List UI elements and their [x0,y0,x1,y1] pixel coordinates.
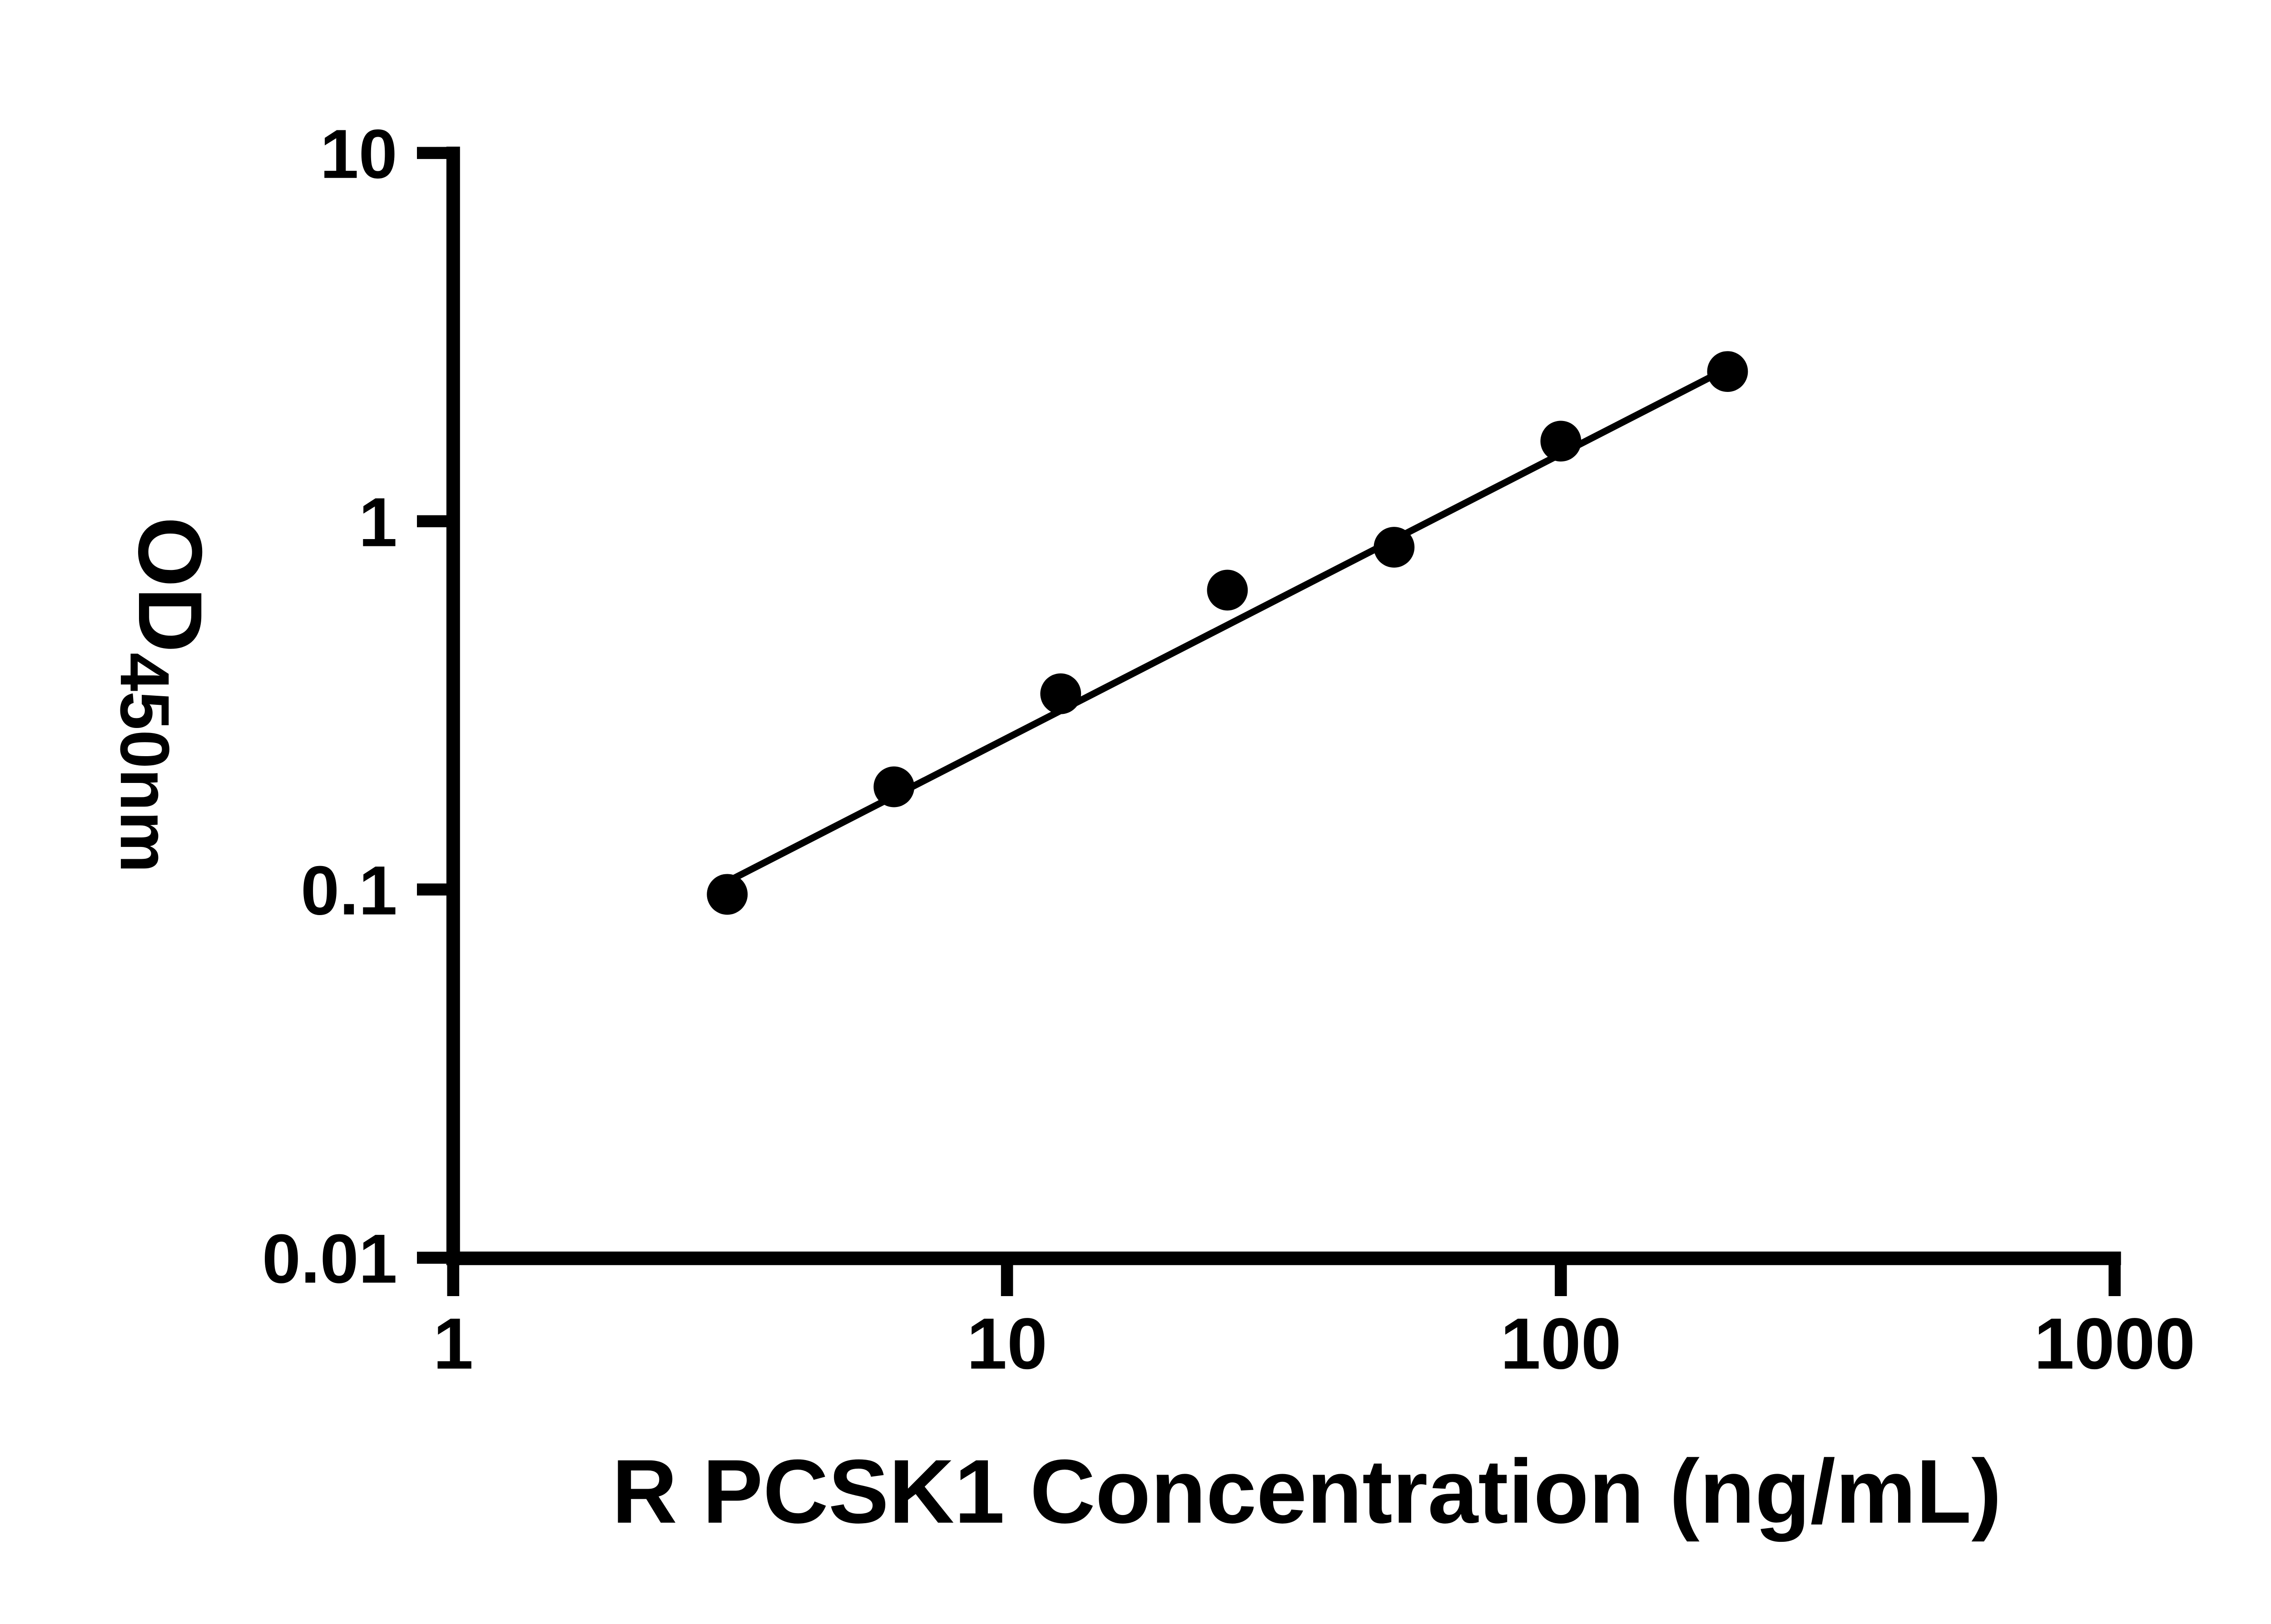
y-tick-label: 0.1 [301,852,397,930]
data-point [1207,569,1248,611]
plot-area: 0.01 0.1 1 10 1 10 100 1000 [262,116,2195,1384]
x-tick-label: 1000 [2034,1303,2195,1384]
y-tick-label: 10 [320,116,397,193]
data-point [1040,673,1081,714]
y-tick-label: 1 [359,484,397,561]
data-point [1374,527,1415,568]
x-axis-title: R PCSK1 Concentration (ng/mL) [612,1441,2002,1542]
y-axis-title: OD450nm [106,517,221,873]
x-tick-label: 100 [1500,1303,1621,1384]
x-tick-label: 10 [967,1303,1047,1384]
data-point [1707,351,1748,392]
y-axis-title-main: OD [119,517,221,653]
data-points [707,351,1748,915]
data-point [873,766,915,807]
data-point [707,874,748,915]
y-axis-title-subscript: 450nm [106,653,183,873]
y-tick-label: 0.01 [262,1220,397,1297]
data-point [1540,421,1582,462]
x-tick-label: 1 [433,1303,473,1384]
